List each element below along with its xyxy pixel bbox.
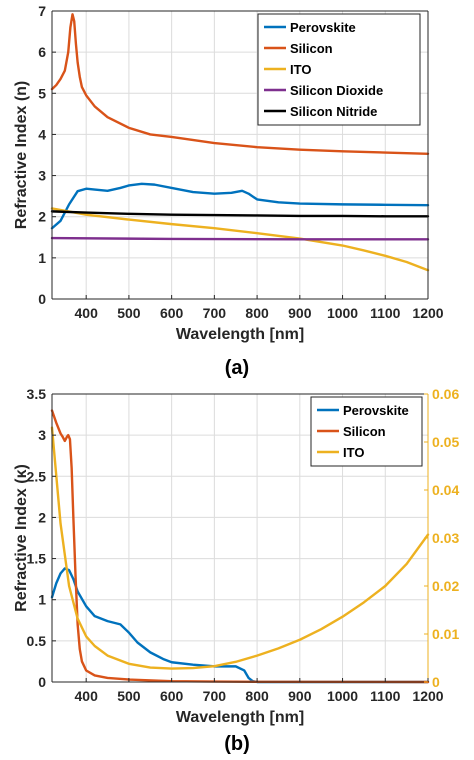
series-line-perovskite: [50, 182, 430, 230]
y-tick-label: 3: [38, 427, 46, 443]
y-tick-label: 1: [38, 592, 46, 608]
y-tick-label: 2.5: [27, 468, 47, 484]
series-line-silicon: [50, 409, 430, 684]
y-tick-label: 5: [38, 85, 46, 101]
x-tick-label: 600: [160, 305, 184, 321]
x-tick-label: 1100: [370, 305, 401, 321]
x-tick-label: 600: [160, 688, 184, 704]
x-tick-label: 1100: [370, 688, 401, 704]
series-line-perovskite: [50, 567, 430, 684]
panel-b: 400 500 600 700 800 900 1000 1100 120000.511.522…: [13, 386, 459, 755]
y-tick-label: 2: [38, 509, 46, 525]
y-axis-title: Refractive Index (n): [13, 81, 30, 229]
right-y-tick-label: 0.03: [432, 530, 459, 546]
panel-label: (b): [224, 733, 250, 755]
right-y-tick-label: 0.01: [432, 626, 459, 642]
legend-label-silicon: Silicon: [290, 41, 333, 56]
y-tick-label: 0: [38, 291, 46, 307]
series-group: [50, 13, 430, 272]
legend-label-perovskite: Perovskite: [290, 20, 356, 35]
legend-label-silicon-dioxide: Silicon Dioxide: [290, 83, 383, 98]
y-tick-label: 2: [38, 209, 46, 225]
x-tick-label: 1200: [412, 305, 443, 321]
right-y-tick-label: 0.06: [432, 386, 459, 402]
panel-label: (a): [225, 357, 249, 379]
legend-label-silicon: Silicon: [343, 424, 386, 439]
x-tick-label: 400: [75, 688, 99, 704]
y-tick-label: 4: [38, 126, 46, 142]
y-tick-label: 1: [38, 250, 46, 266]
y-axis-title: Refractive Index (κ): [13, 464, 30, 612]
x-tick-label: 1200: [412, 688, 443, 704]
y-tick-label: 7: [38, 3, 46, 19]
series-group: [50, 409, 430, 684]
right-y-tick-label: 0.05: [432, 434, 459, 450]
y-tick-label: 0: [38, 674, 46, 690]
x-tick-label: 1000: [327, 305, 358, 321]
y-tick-label: 0.5: [27, 633, 47, 649]
x-tick-label: 500: [117, 688, 141, 704]
x-tick-label: 900: [288, 305, 312, 321]
x-tick-label: 700: [203, 305, 227, 321]
x-axis-title: Wavelength [nm]: [176, 326, 304, 343]
series-line-ito: [50, 207, 430, 272]
right-y-tick-label: 0.04: [432, 482, 459, 498]
y-tick-label: 3: [38, 168, 46, 184]
series-line-silicon-nitride: [50, 210, 430, 218]
series-line-silicon: [50, 13, 430, 155]
legend-label-silicon-nitride: Silicon Nitride: [290, 104, 377, 119]
series-line-ito: [50, 426, 430, 670]
x-tick-label: 700: [203, 688, 227, 704]
x-tick-label: 500: [117, 305, 141, 321]
x-tick-label: 800: [245, 688, 269, 704]
panel-a: 400 500 600 700 800 900 1000 1100 1200 0 1 2 3 4 5 6 7 Wa…: [13, 3, 444, 379]
x-tick-label: 900: [288, 688, 312, 704]
y-tick-label: 6: [38, 44, 46, 60]
y-tick-label: 3.5: [27, 386, 47, 402]
y-tick-label: 1.5: [27, 551, 47, 567]
x-tick-label: 800: [245, 305, 269, 321]
series-line-silicon-dioxide: [50, 236, 430, 241]
x-tick-label: 1000: [327, 688, 358, 704]
x-tick-label: 400: [75, 305, 99, 321]
legend-label-ito: ITO: [290, 62, 311, 77]
legend-label-perovskite: Perovskite: [343, 403, 409, 418]
legend: Perovskite Silicon ITO: [310, 396, 423, 467]
legend-label-ito: ITO: [343, 445, 364, 460]
right-y-tick-label: 0: [432, 674, 440, 690]
right-y-tick-label: 0.02: [432, 578, 459, 594]
legend: Perovskite Silicon ITO Silicon Dioxide Silic…: [257, 13, 421, 126]
x-axis-title: Wavelength [nm]: [176, 709, 304, 726]
